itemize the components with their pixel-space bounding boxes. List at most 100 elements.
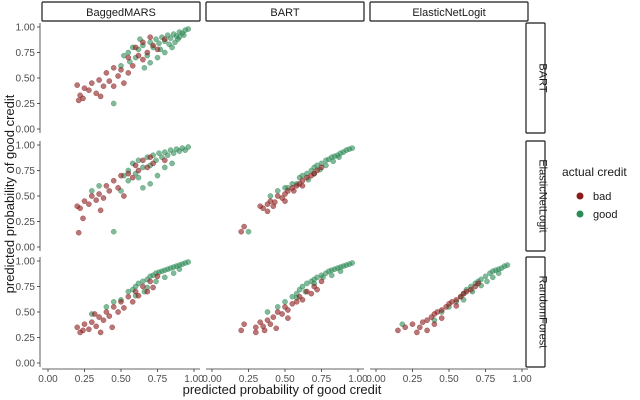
point-good (156, 40, 162, 47)
point-bad (154, 273, 161, 280)
point-good (154, 54, 161, 61)
point-bad (273, 325, 280, 332)
strip-col-label: BART (270, 7, 299, 19)
point-good (125, 177, 132, 184)
x-tick-label: 0.50 (439, 374, 459, 385)
point-bad (135, 52, 142, 59)
x-tick-label: 1.00 (348, 374, 368, 385)
point-bad (144, 288, 151, 295)
point-bad (118, 172, 124, 179)
point-good (147, 180, 153, 187)
y-tick-label: 0.00 (16, 243, 36, 254)
point-bad (154, 46, 161, 53)
point-bad (416, 324, 423, 331)
strips-layer: BaggedMARS BART ElasticNetLogit BART Elastic… (41, 1, 549, 368)
point-good (170, 150, 177, 156)
legend-title: actual credit (562, 165, 627, 179)
point-bad (140, 157, 146, 164)
point-bad (91, 311, 98, 317)
point-bad (110, 304, 117, 310)
strip-col-box (41, 1, 201, 22)
point-bad (75, 229, 82, 236)
point-bad (257, 319, 264, 326)
point-bad (103, 309, 110, 315)
y-tick-label: 0.50 (16, 74, 36, 85)
point-good (495, 270, 502, 277)
point-bad (132, 288, 139, 295)
point-good (140, 184, 146, 191)
y-tick-label: 1.00 (16, 23, 36, 34)
point-good (164, 152, 171, 158)
point-good (478, 276, 484, 283)
point-bad (144, 49, 151, 56)
point-bad (106, 313, 113, 319)
point-bad (318, 278, 325, 285)
point-bad (282, 198, 288, 204)
strip-row-bart: BART (525, 22, 549, 134)
point-bad (293, 298, 300, 305)
point-bad (299, 296, 306, 303)
y-tick-label: 0.25 (16, 99, 36, 110)
point-bad (118, 67, 124, 73)
point-bad (86, 201, 92, 207)
strip-col-label: ElasticNetLogit (412, 7, 485, 19)
panels-layer (74, 26, 511, 336)
point-good (185, 26, 191, 32)
panel-baggedmars-elasticnetlogit (74, 144, 191, 236)
y-tick-label: 0.50 (16, 308, 36, 319)
y-axis-row-randomforest: 0.00 0.25 0.50 0.75 1.00 (16, 257, 41, 370)
point-bad (125, 54, 132, 61)
point-bad (93, 197, 99, 203)
point-bad (241, 321, 247, 328)
point-good (161, 274, 168, 281)
point-good (175, 36, 181, 43)
point-good (484, 278, 490, 285)
y-tick-label: 1.00 (16, 257, 36, 268)
point-bad (438, 315, 445, 321)
x-axis-col-baggedmars: 0.00 0.25 0.50 0.75 1.00 (38, 368, 204, 385)
x-tick-label: 0.50 (111, 374, 131, 385)
y-tick-label: 0.00 (16, 359, 36, 370)
point-good (274, 304, 281, 310)
point-good (153, 278, 159, 285)
point-good (167, 35, 174, 42)
point-bad (89, 80, 95, 86)
point-bad (252, 329, 259, 336)
legend-label-good: good (593, 209, 617, 221)
point-bad (110, 65, 117, 71)
x-tick-label: 1.00 (512, 374, 532, 385)
point-bad (115, 309, 121, 315)
point-bad (81, 198, 88, 204)
x-tick-label: 0.00 (366, 374, 386, 385)
y-tick-label: 0.75 (16, 166, 36, 177)
point-good (337, 268, 344, 275)
point-bad (161, 157, 168, 164)
x-tick-label: 0.75 (312, 374, 332, 385)
strip-row-box (525, 22, 546, 134)
x-tick-label: 0.00 (38, 374, 58, 385)
point-bad (97, 93, 104, 100)
panel-baggedmars-bart (74, 26, 191, 107)
point-bad (414, 329, 420, 336)
point-bad (424, 317, 430, 324)
point-good (328, 272, 335, 279)
point-bad (147, 278, 153, 285)
point-bad (135, 292, 142, 299)
point-bad (110, 83, 117, 89)
legend-key-bad (576, 192, 584, 200)
point-good (161, 49, 168, 56)
point-bad (110, 177, 117, 184)
y-tick-label: 0.50 (16, 192, 36, 203)
point-bad (129, 174, 136, 181)
point-bad (135, 167, 142, 174)
point-good (185, 144, 191, 150)
y-tick-label: 1.00 (16, 141, 36, 152)
point-bad (77, 205, 83, 211)
point-bad (89, 193, 95, 199)
point-good (267, 193, 274, 199)
point-bad (238, 228, 244, 235)
point-bad (260, 205, 266, 211)
point-good (282, 298, 288, 305)
x-axis-col-elasticnetlogit: 0.00 0.25 0.50 0.75 1.00 (366, 368, 532, 385)
x-tick-label: 1.00 (184, 374, 204, 385)
